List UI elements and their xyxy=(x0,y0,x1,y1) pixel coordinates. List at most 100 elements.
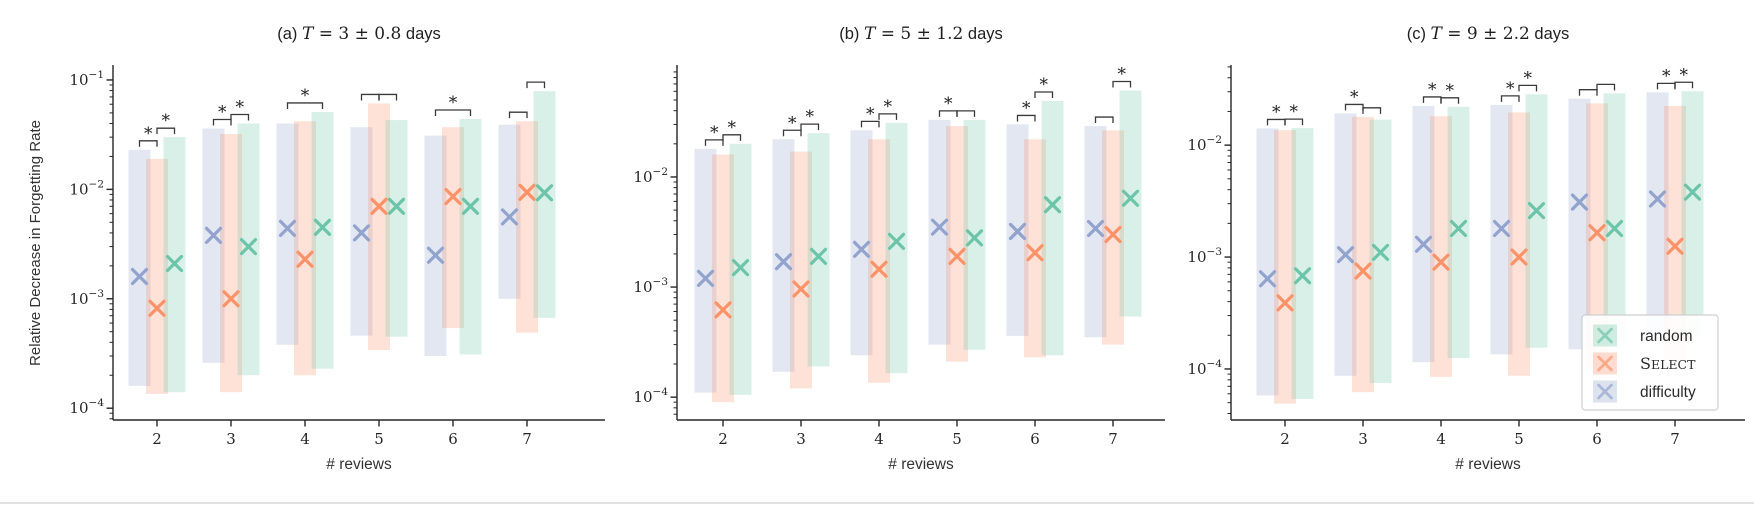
marker-select-x5 xyxy=(948,247,966,265)
bar-difficulty-x2 xyxy=(128,149,151,386)
bar-random-x5 xyxy=(1525,94,1548,348)
sig-bracket xyxy=(722,134,742,141)
sig-bracket xyxy=(800,123,820,131)
marker-select-x5 xyxy=(1510,248,1528,266)
marker-difficulty-x2 xyxy=(1258,270,1277,288)
marker-random-x7 xyxy=(1683,183,1702,201)
x-tick-label: 6 xyxy=(1592,430,1602,448)
sig-star: * xyxy=(1118,65,1127,85)
bar-select-x7 xyxy=(1664,105,1686,361)
x-tick-label: 7 xyxy=(1670,430,1680,448)
x-tick-label: 2 xyxy=(152,430,162,448)
sig-star: * xyxy=(162,111,171,131)
panel-c-title: (c) T = 9 ± 2.2 days xyxy=(1407,24,1570,44)
sig-star: * xyxy=(144,124,153,144)
sig-star: * xyxy=(1272,102,1281,122)
bar-select-x3 xyxy=(1352,116,1374,393)
legend-entry-difficulty: difficulty xyxy=(1593,380,1696,403)
marker-difficulty-x6 xyxy=(426,246,445,264)
marker-random-x4 xyxy=(1449,219,1468,238)
bar-difficulty-x4 xyxy=(1412,105,1435,363)
marker-select-x6 xyxy=(1026,244,1044,262)
x-axis-label: # reviews xyxy=(888,456,954,473)
marker-random-x3 xyxy=(1371,243,1390,262)
legend-x-marker xyxy=(1597,327,1613,344)
marker-random-x7 xyxy=(1121,189,1140,207)
sig-bracket xyxy=(378,93,398,101)
bar-difficulty-x7 xyxy=(1646,92,1669,341)
bar-random-x4 xyxy=(311,111,334,369)
bar-difficulty-x4 xyxy=(276,123,299,345)
bar-select-x4 xyxy=(294,121,316,376)
sig-bracket xyxy=(1596,83,1616,91)
bar-difficulty-x2 xyxy=(694,148,717,393)
sig-star: * xyxy=(1428,80,1437,100)
sig-bracket xyxy=(286,102,324,109)
bar-random-x5 xyxy=(385,120,408,337)
sig-bracket xyxy=(860,120,880,128)
bar-select-x5 xyxy=(368,103,390,351)
bar-select-x7 xyxy=(516,121,538,333)
bar-difficulty-x4 xyxy=(850,130,873,356)
x-axis-label: # reviews xyxy=(326,456,392,473)
sig-star: * xyxy=(806,107,815,127)
x-tick-label: 3 xyxy=(796,430,806,448)
marker-difficulty-x3 xyxy=(1336,246,1355,264)
sig-bracket xyxy=(1016,114,1036,122)
marker-select-x3 xyxy=(222,290,240,308)
bar-select-x6 xyxy=(442,127,464,329)
sig-star: * xyxy=(1662,66,1671,86)
y-tick-label: 10−2 xyxy=(69,178,104,198)
marker-random-x2 xyxy=(165,254,184,273)
legend-entry-select: SELECT xyxy=(1593,352,1696,375)
marker-random-x2 xyxy=(731,259,750,277)
bar-select-x5 xyxy=(1508,112,1530,376)
panel-a-title: (a) T = 3 ± 0.8 days xyxy=(277,24,441,44)
sig-star: * xyxy=(788,113,797,133)
y-tick-label: 10−4 xyxy=(69,397,104,417)
x-tick-label: 6 xyxy=(1030,430,1040,448)
bar-difficulty-x2 xyxy=(1256,128,1279,396)
marker-difficulty-x5 xyxy=(352,224,371,242)
marker-random-x3 xyxy=(239,237,258,256)
sig-bracket xyxy=(782,129,802,137)
legend-label: difficulty xyxy=(1640,384,1696,401)
marker-difficulty-x4 xyxy=(852,240,871,258)
bar-random-x5 xyxy=(963,119,986,350)
bar-difficulty-x5 xyxy=(928,119,951,345)
bar-select-x5 xyxy=(946,126,968,362)
x-axis-label: # reviews xyxy=(1455,456,1521,473)
sig-bracket xyxy=(1284,118,1304,126)
bar-difficulty-x6 xyxy=(424,135,447,356)
bar-select-x3 xyxy=(790,151,812,389)
bar-random-x6 xyxy=(1603,93,1626,344)
x-tick-label: 7 xyxy=(522,430,532,448)
marker-random-x4 xyxy=(313,218,332,236)
x-tick-label: 5 xyxy=(1514,430,1524,448)
y-tick-label: 10−2 xyxy=(633,166,668,186)
marker-difficulty-x4 xyxy=(278,219,297,237)
sig-bracket xyxy=(1674,81,1694,89)
marker-select-x7 xyxy=(1666,237,1684,255)
bar-select-x2 xyxy=(146,158,168,394)
marker-random-x5 xyxy=(1527,202,1546,220)
sig-bracket xyxy=(704,139,724,146)
sig-bracket xyxy=(526,81,546,89)
panel-a: 10−1 10−2 10−3 10−4 2 3 4 5 6 7 * * * * * * (a) T = 3 ± … xyxy=(27,24,605,473)
x-tick-label: 2 xyxy=(1280,430,1290,448)
y-tick-label: 10−3 xyxy=(633,276,668,296)
marker-select-x4 xyxy=(296,250,314,268)
marker-select-x5 xyxy=(370,197,388,215)
marker-select-x6 xyxy=(1588,224,1606,242)
bar-random-x3 xyxy=(807,133,830,367)
bar-select-x2 xyxy=(712,154,734,403)
marker-random-x6 xyxy=(461,197,480,215)
marker-random-x4 xyxy=(887,232,906,250)
sig-star: * xyxy=(218,103,227,123)
bar-select-x2 xyxy=(1274,130,1296,404)
bar-random-x6 xyxy=(459,118,482,355)
marker-random-x6 xyxy=(1043,196,1062,214)
x-tick-label: 3 xyxy=(1358,430,1368,448)
y-tick-label: 10−4 xyxy=(1187,358,1222,378)
